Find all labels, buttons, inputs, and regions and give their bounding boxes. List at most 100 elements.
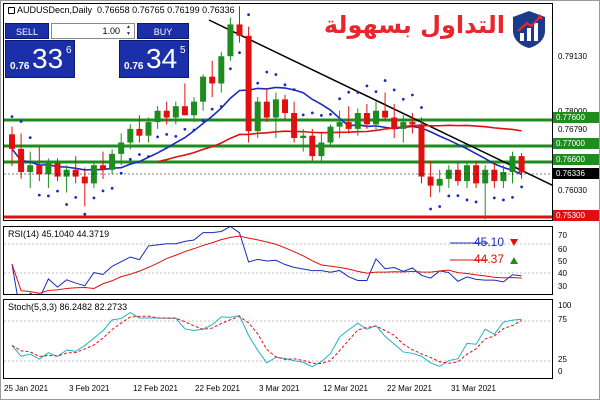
candle-body — [18, 148, 25, 173]
candle-body — [309, 135, 316, 157]
sar-dot — [56, 189, 59, 193]
sar-dot — [110, 186, 114, 190]
candle-body — [236, 24, 243, 36]
candle-body — [191, 101, 197, 116]
price-chart-canvas[interactable] — [4, 4, 553, 221]
candle-body — [391, 117, 398, 129]
down-arrow-icon — [510, 239, 518, 246]
candle-body — [491, 169, 498, 182]
lot-decrease-icon[interactable]: ▼ — [126, 31, 131, 37]
sar-dot — [420, 106, 423, 109]
price-axis-label: 0.79130 — [558, 52, 587, 61]
candle-body — [200, 76, 207, 102]
sar-dot — [183, 127, 187, 131]
candle-body — [436, 178, 443, 186]
stochastic-indicator-pane[interactable]: Stoch(5,3,3) 86.2482 82.2733 — [3, 299, 553, 379]
candle-body — [172, 106, 179, 118]
sar-dot — [128, 157, 132, 161]
candle-body — [245, 35, 252, 132]
rsi-axis-label: 30 — [558, 282, 567, 291]
candle-body — [418, 124, 425, 177]
parabolic-sar-dots — [10, 13, 523, 216]
candle-body — [427, 176, 434, 186]
candle-body — [409, 122, 416, 125]
sar-dot — [74, 195, 78, 199]
date-axis-label: 12 Feb 2021 — [133, 384, 178, 393]
sar-dot — [401, 97, 405, 101]
candle-body — [163, 110, 170, 118]
rsi-axis-label: 60 — [558, 245, 567, 254]
sar-dot — [429, 207, 432, 211]
current-price-tag: 0.76336 — [553, 168, 599, 179]
candle-body — [218, 56, 225, 84]
candle-body — [282, 99, 288, 113]
candle-body — [518, 156, 525, 173]
candle-body — [181, 106, 188, 116]
sar-dot — [283, 83, 287, 87]
candle-body — [345, 122, 352, 129]
one-click-trading-panel: SELL ▲ ▼ BUY 0.76 33 6 0.76 34 5 — [5, 23, 189, 78]
buy-price-fraction: 5 — [180, 45, 186, 56]
rsi-axis-label: 50 — [558, 257, 567, 266]
candle-body — [300, 135, 307, 138]
support-tag: 0.75300 — [553, 210, 599, 221]
candle-body — [227, 24, 234, 57]
stoch-d-line — [11, 315, 522, 365]
horizontal-levels[interactable] — [4, 118, 553, 219]
rising-chart-logo-icon — [513, 11, 545, 48]
stoch-axis-label: 0 — [558, 367, 563, 376]
sar-dot — [338, 97, 341, 101]
sar-dot — [28, 136, 32, 140]
sar-dot — [520, 185, 523, 189]
price-axis-label: 0.78000 — [558, 107, 587, 117]
candle-body — [36, 165, 43, 175]
stoch-axis-label: 25 — [558, 355, 567, 364]
rsi-indicator-pane[interactable]: RSI(14) 45.1040 44.3719 45.10 44.37 — [3, 226, 553, 295]
candle-body — [318, 142, 325, 157]
downtrend-line[interactable] — [208, 19, 553, 186]
date-axis-label: 25 Jan 2021 — [4, 384, 49, 393]
sar-dot — [301, 113, 305, 117]
candle-body — [90, 165, 97, 184]
sell-button[interactable]: SELL — [5, 23, 49, 39]
lot-increase-icon[interactable]: ▲ — [126, 24, 131, 30]
rsi-signal-line — [11, 235, 522, 294]
sar-dot — [92, 196, 96, 200]
sar-dot — [156, 135, 160, 139]
price-axis[interactable]: 0.79130 0.78000 0.76790 0.76030 — [553, 3, 600, 221]
level-tag: 0.77000 — [553, 138, 599, 149]
lot-size-input[interactable] — [51, 23, 135, 39]
sar-dot — [456, 194, 460, 198]
ohlc-values: 0.76658 0.76765 0.76199 0.76336 — [97, 5, 235, 15]
rsi-signal-value-label: 44.37 — [474, 252, 505, 266]
date-axis-label: 31 Mar 2021 — [451, 384, 496, 393]
candle-body — [373, 110, 379, 125]
price-chart-pane[interactable]: AUDUSDecn,Daily 0.76658 0.76765 0.76199 … — [3, 3, 553, 221]
sar-dot — [374, 90, 378, 94]
sar-dot — [65, 203, 68, 206]
level-tag: 0.77600 — [553, 112, 599, 123]
candle-body — [400, 122, 407, 129]
sar-dot — [438, 205, 442, 208]
stoch-axis: 100 75 25 0 — [553, 299, 600, 379]
up-arrow-icon — [510, 257, 518, 264]
sar-dot — [19, 120, 23, 123]
candle-body — [100, 165, 106, 170]
buy-price-button[interactable]: 0.76 34 5 — [119, 40, 189, 78]
buy-price-prefix: 0.76 — [124, 61, 144, 72]
buy-price-pips: 34 — [146, 43, 178, 74]
candle-body — [363, 113, 370, 125]
sar-dot — [37, 193, 41, 197]
sar-dot — [238, 51, 241, 55]
sar-dot — [474, 200, 478, 204]
sar-dot — [174, 134, 178, 138]
buy-button[interactable]: BUY — [137, 23, 189, 39]
rsi-canvas[interactable] — [4, 227, 553, 295]
sar-dot — [201, 119, 205, 123]
sar-dot — [256, 81, 260, 85]
candle-body — [263, 101, 270, 118]
candle-body — [136, 128, 143, 136]
sell-price-button[interactable]: 0.76 33 6 — [5, 40, 75, 78]
candle-body — [445, 169, 452, 179]
stochastic-canvas[interactable] — [4, 300, 553, 379]
